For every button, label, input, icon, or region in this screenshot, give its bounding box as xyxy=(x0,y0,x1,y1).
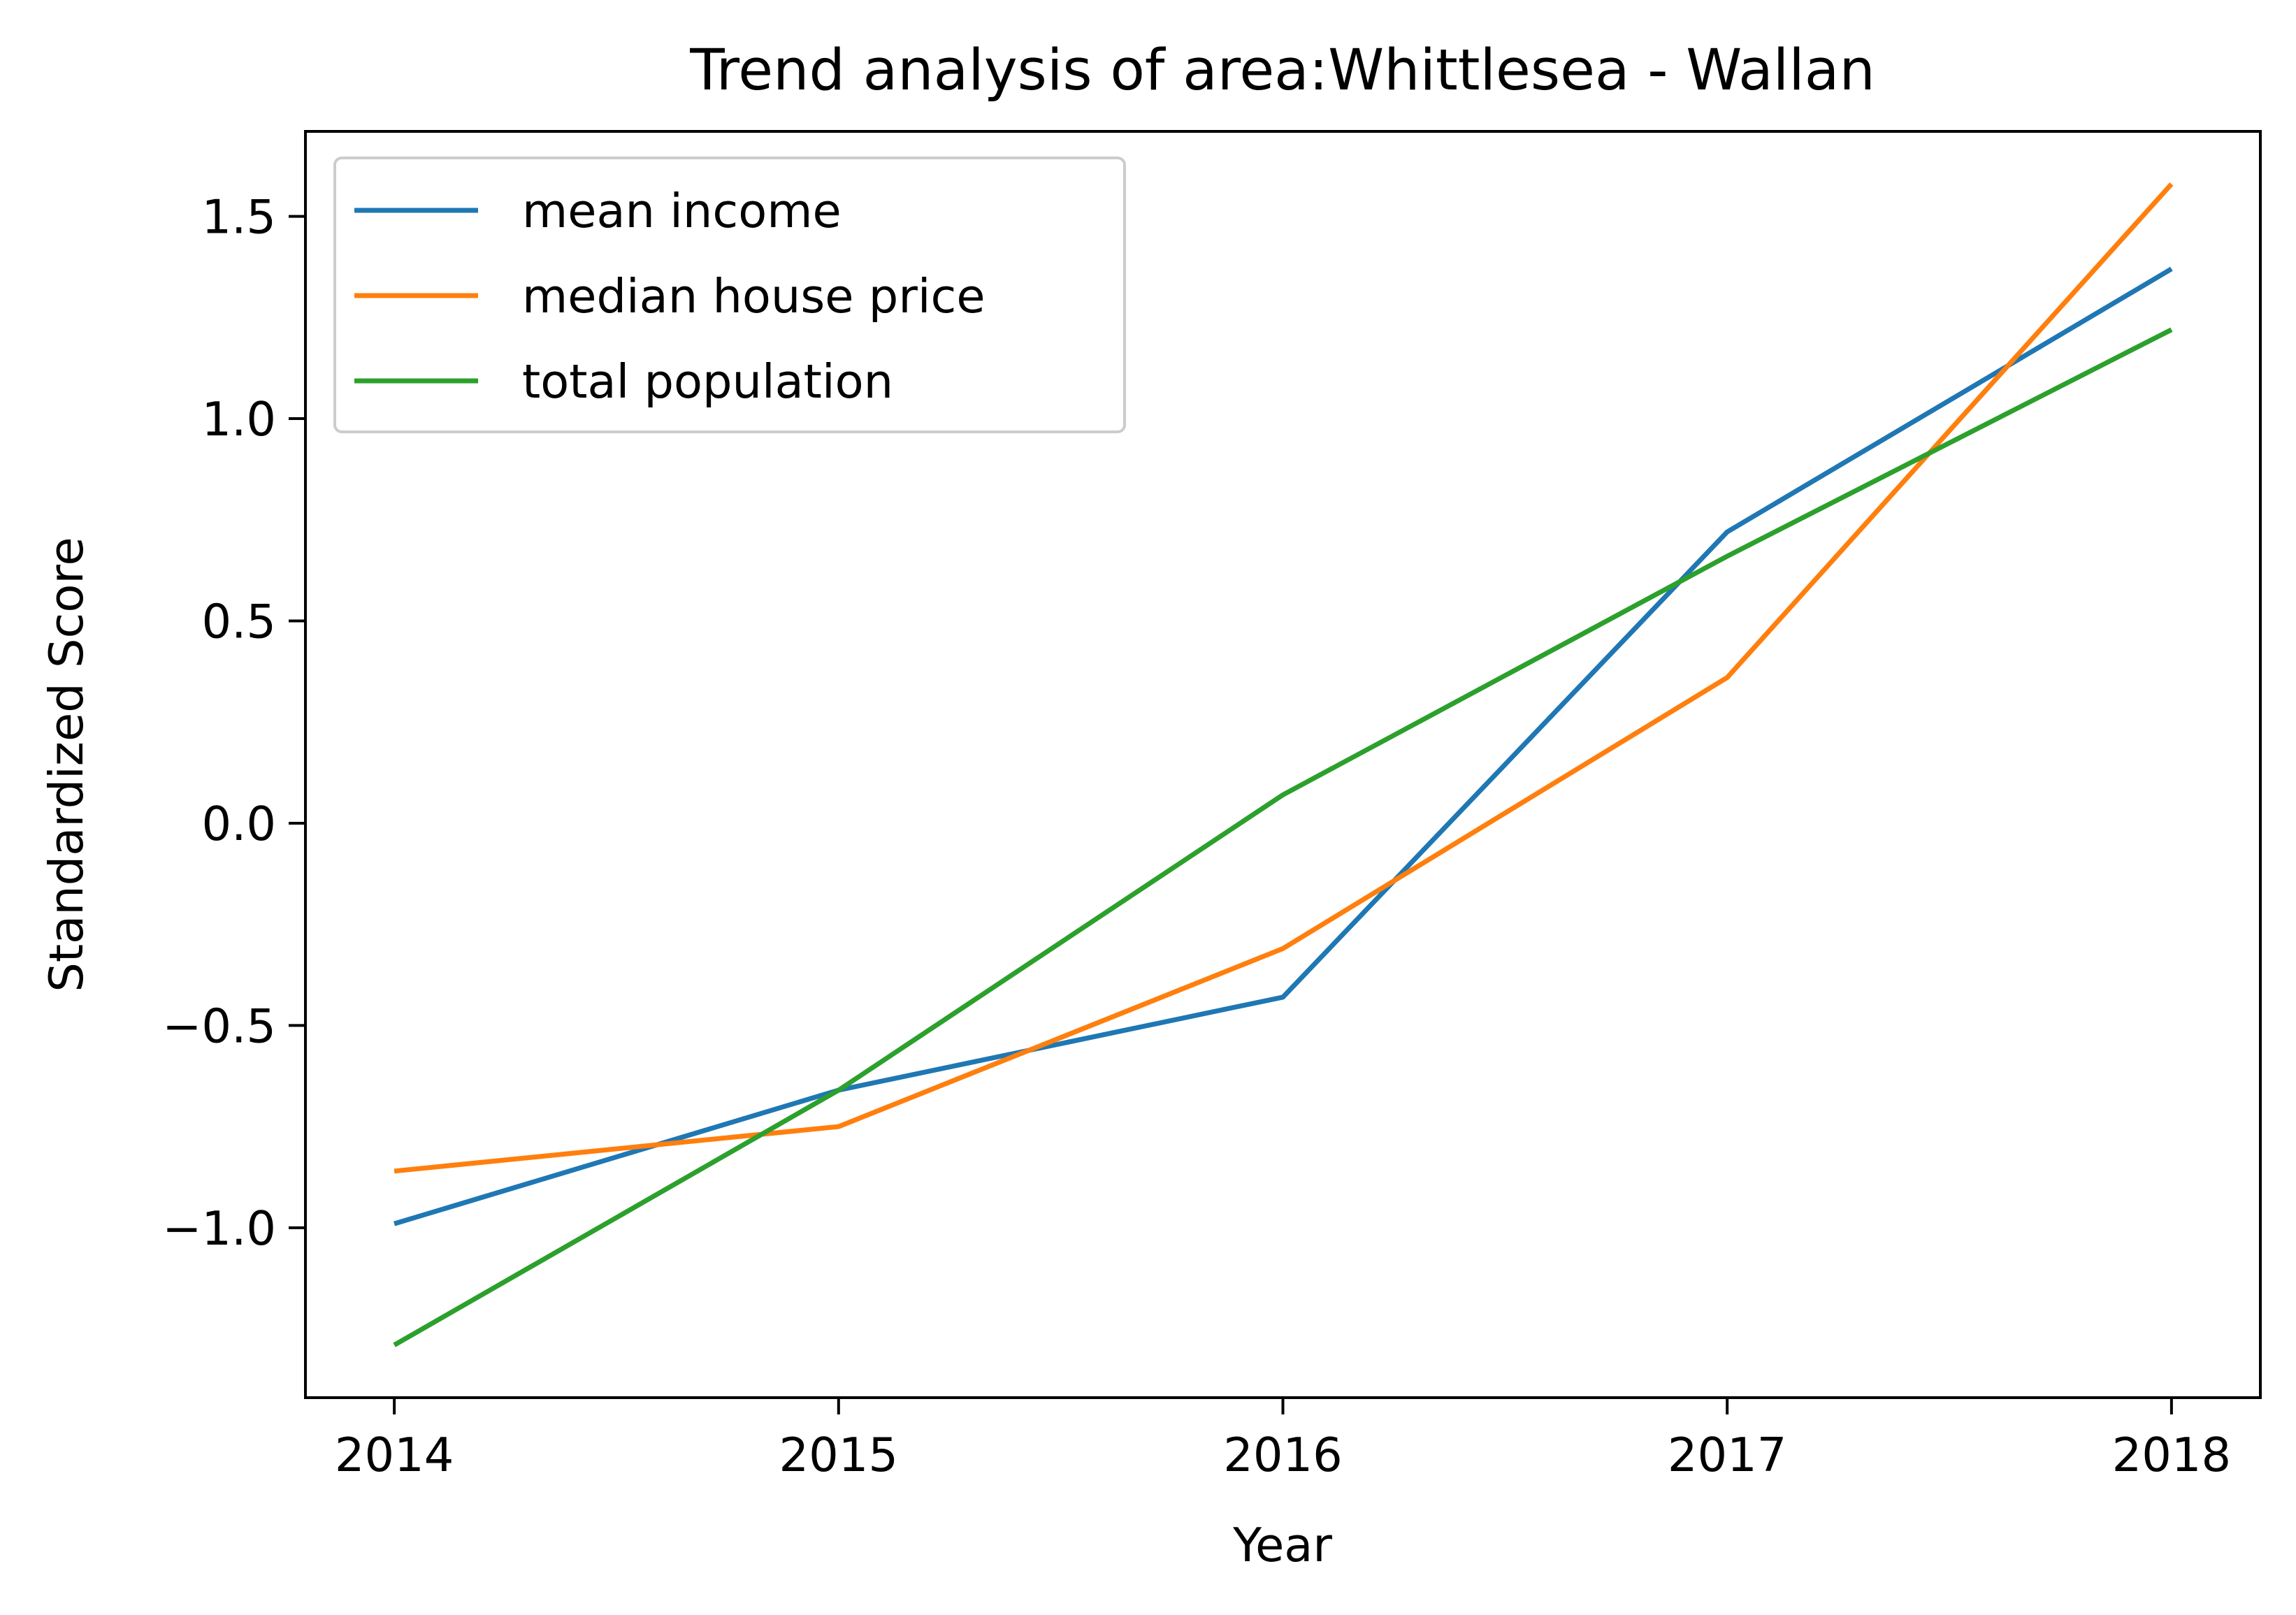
x-tick-label: 2015 xyxy=(779,1428,899,1482)
legend-frame xyxy=(333,157,1126,433)
series-line-2 xyxy=(394,182,2174,1174)
y-tick-label: 1.5 xyxy=(201,190,276,245)
y-axis-label: Standardized Score xyxy=(39,537,94,992)
x-tick-label: 2016 xyxy=(1223,1428,1343,1482)
chart-title: Trend analysis of area:Whittlesea - Wall… xyxy=(689,38,1875,103)
y-tick-label: −0.5 xyxy=(162,999,276,1053)
y-axis: −1.0 −0.5 0.0 0.5 1.0 1.5 xyxy=(162,190,305,1256)
x-axis-label: Year xyxy=(1232,1518,1332,1572)
x-tick-label: 2018 xyxy=(2112,1428,2232,1482)
series-line-3 xyxy=(393,327,2173,1347)
series-line-1 xyxy=(394,266,2173,1226)
x-tick-label: 2017 xyxy=(1668,1428,1787,1482)
y-tick-label: 0.5 xyxy=(201,594,276,649)
legend-item: median house price xyxy=(354,269,985,324)
legend-label: mean income xyxy=(522,184,842,238)
legend-label: total population xyxy=(522,354,893,409)
legend-label: median house price xyxy=(522,269,985,324)
y-tick-label: 1.0 xyxy=(201,392,276,447)
legend: mean income median house price total popul… xyxy=(333,157,1126,433)
legend-item: mean income xyxy=(354,184,842,238)
x-tick-label: 2014 xyxy=(335,1428,454,1482)
plot-area xyxy=(393,182,2174,1347)
x-axis: 2014 2015 2016 2017 2018 xyxy=(335,1398,2231,1482)
legend-item: total population xyxy=(354,354,893,409)
y-tick-label: 0.0 xyxy=(201,797,276,851)
y-tick-label: −1.0 xyxy=(162,1201,276,1256)
